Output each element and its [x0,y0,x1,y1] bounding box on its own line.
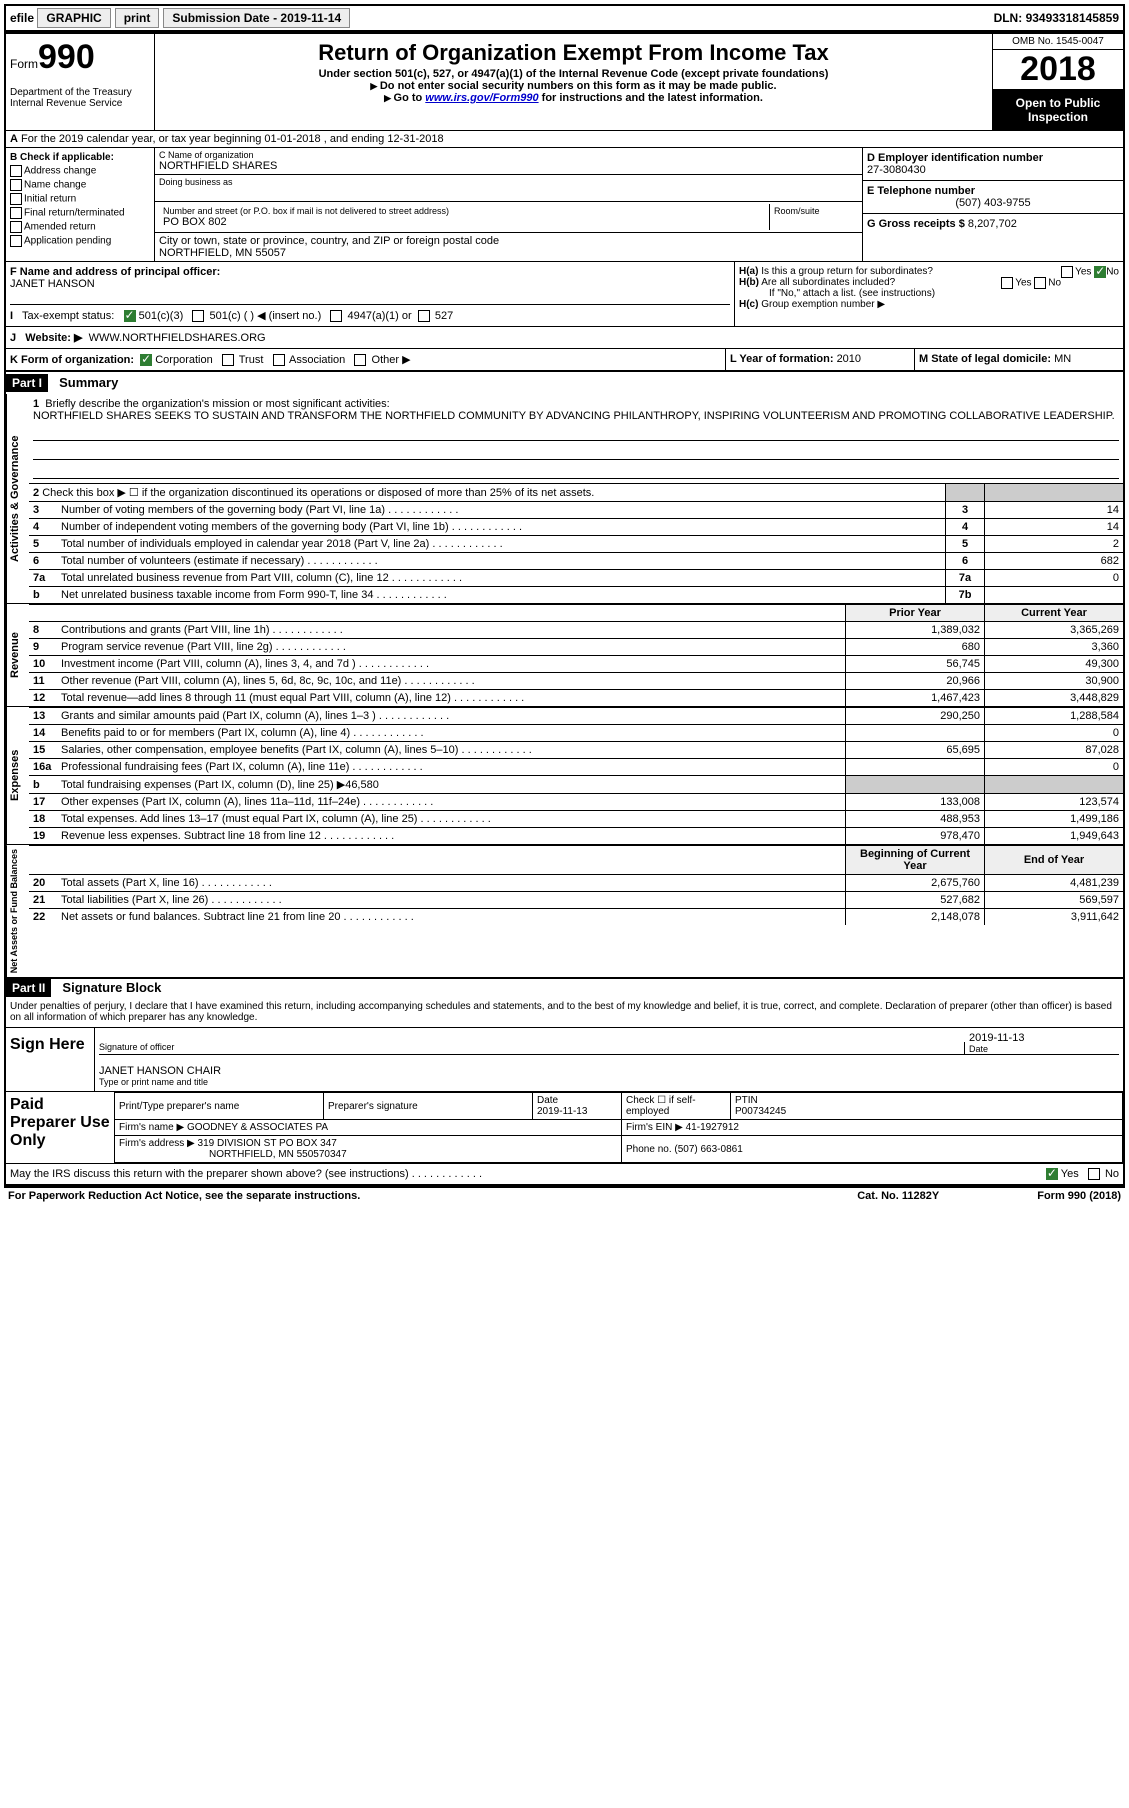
k-row: K Form of organization: Corporation Trus… [6,349,1123,372]
table-row: 3Number of voting members of the governi… [29,502,1123,519]
mission-text: NORTHFIELD SHARES SEEKS TO SUSTAIN AND T… [33,410,1115,422]
sign-here: Sign Here Signature of officer 2019-11-1… [6,1028,1123,1092]
check-applicable: B Check if applicable: Address change Na… [6,148,155,261]
table-row: bTotal fundraising expenses (Part IX, co… [29,776,1123,794]
footer: For Paperwork Reduction Act Notice, see … [4,1188,1125,1204]
phone-block: E Telephone number (507) 403-9755 [863,181,1123,214]
table-row: 4Number of independent voting members of… [29,519,1123,536]
submission-date: Submission Date - 2019-11-14 [163,8,350,28]
table-row: 15Salaries, other compensation, employee… [29,742,1123,759]
check-icon [1046,1168,1058,1180]
year-block: OMB No. 1545-0047 2018 Open to Public In… [992,34,1123,130]
table-row: bNet unrelated business taxable income f… [29,587,1123,604]
table-row: 21Total liabilities (Part X, line 26)527… [29,892,1123,909]
city-state-zip: NORTHFIELD, MN 55057 [159,247,858,259]
table-row: 22Net assets or fund balances. Subtract … [29,909,1123,926]
principal-officer: JANET HANSON [10,278,730,290]
top-toolbar: efile GRAPHIC print Submission Date - 20… [4,4,1125,32]
form-title-block: Return of Organization Exempt From Incom… [155,34,992,130]
irs-link[interactable]: www.irs.gov/Form990 [425,92,538,104]
table-row: 8Contributions and grants (Part VIII, li… [29,622,1123,639]
row-a: A For the 2019 calendar year, or tax yea… [6,131,1123,148]
street: PO BOX 802 [163,216,765,228]
table-row: 10Investment income (Part VIII, column (… [29,656,1123,673]
firm-name: GOODNEY & ASSOCIATES PA [187,1122,328,1133]
table-row: 19Revenue less expenses. Subtract line 1… [29,828,1123,845]
table-row: 17Other expenses (Part IX, column (A), l… [29,794,1123,811]
identification-section: B Check if applicable: Address change Na… [6,148,1123,262]
print-button[interactable]: print [115,8,160,28]
graphic-button[interactable]: GRAPHIC [37,8,110,28]
efile-label: efile [10,11,34,25]
table-row: 14Benefits paid to or for members (Part … [29,725,1123,742]
table-row: 9Program service revenue (Part VIII, lin… [29,639,1123,656]
check-icon [1094,266,1106,278]
table-row: 12Total revenue—add lines 8 through 11 (… [29,690,1123,707]
check-icon [140,354,152,366]
table-row: 16aProfessional fundraising fees (Part I… [29,759,1123,776]
ein-block: D Employer identification number 27-3080… [863,148,1123,181]
gross-receipts: G Gross receipts $ 8,207,702 [863,214,1123,234]
form-title: Return of Organization Exempt From Incom… [159,40,988,66]
paid-preparer: Paid Preparer Use Only Print/Type prepar… [6,1092,1123,1164]
check-icon [124,310,136,322]
table-row: 18Total expenses. Add lines 13–17 (must … [29,811,1123,828]
table-row: 6Total number of volunteers (estimate if… [29,553,1123,570]
org-name: NORTHFIELD SHARES [159,160,858,172]
website-row: J Website: ▶ WWW.NORTHFIELDSHARES.ORG [6,327,1123,349]
form-body: Form990 Department of the Treasury Inter… [4,32,1125,1188]
officer-signature: JANET HANSON CHAIR [99,1065,221,1077]
part2: Part II Signature Block Under penalties … [6,979,1123,1186]
discuss-row: May the IRS discuss this return with the… [6,1164,1123,1186]
table-row: 20Total assets (Part X, line 16)2,675,76… [29,875,1123,892]
dln: DLN: 93493318145859 [994,11,1119,25]
section-f-h: F Name and address of principal officer:… [6,262,1123,327]
table-row: 11Other revenue (Part VIII, column (A), … [29,673,1123,690]
table-row: 7aTotal unrelated business revenue from … [29,570,1123,587]
table-row: 13Grants and similar amounts paid (Part … [29,708,1123,725]
part1: Part I Summary Activities & Governance 1… [6,372,1123,979]
website-url: WWW.NORTHFIELDSHARES.ORG [89,332,266,344]
table-row: 5Total number of individuals employed in… [29,536,1123,553]
form-header: Form990 Department of the Treasury Inter… [6,34,1123,131]
form-id-block: Form990 Department of the Treasury Inter… [6,34,155,130]
